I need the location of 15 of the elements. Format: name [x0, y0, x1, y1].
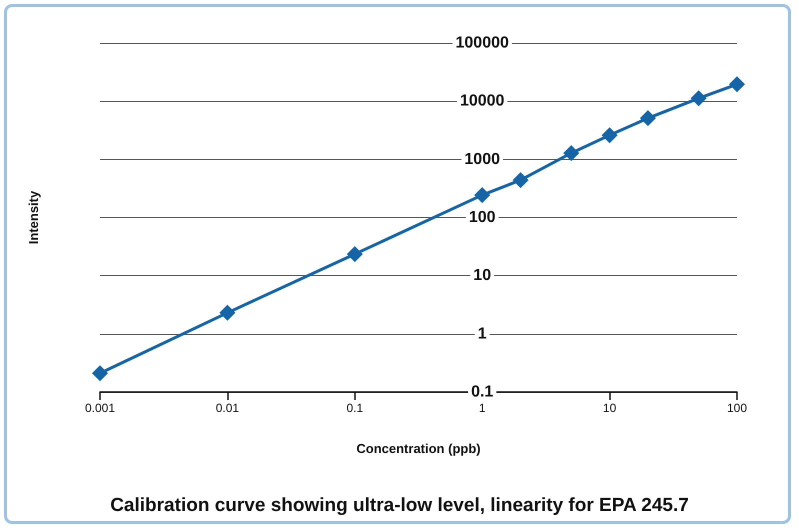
- y-tick-label: 1: [478, 325, 487, 342]
- text: Calibration curve showing ultra-low level, linearity for EPA 245.7: [110, 495, 689, 516]
- x-tick-label: 100: [726, 401, 748, 415]
- x-tick-label: 0.001: [84, 401, 116, 415]
- x-tick-label: 0.01: [216, 401, 240, 415]
- y-tick-label: 0.1: [471, 384, 494, 400]
- y-tick-label: 10: [473, 267, 492, 284]
- x-tick-label: 0.1: [346, 401, 364, 415]
- x-axis-title: Concentration (ppb): [356, 441, 481, 456]
- y-tick-label: 100: [468, 209, 496, 226]
- y-tick-label: 1000: [464, 150, 500, 168]
- y-tick-label: 100000: [456, 34, 509, 52]
- y-tick-label: 10000: [460, 92, 505, 110]
- y-axis-title: Intensity: [26, 190, 41, 244]
- x-tick-label: 10: [602, 401, 617, 415]
